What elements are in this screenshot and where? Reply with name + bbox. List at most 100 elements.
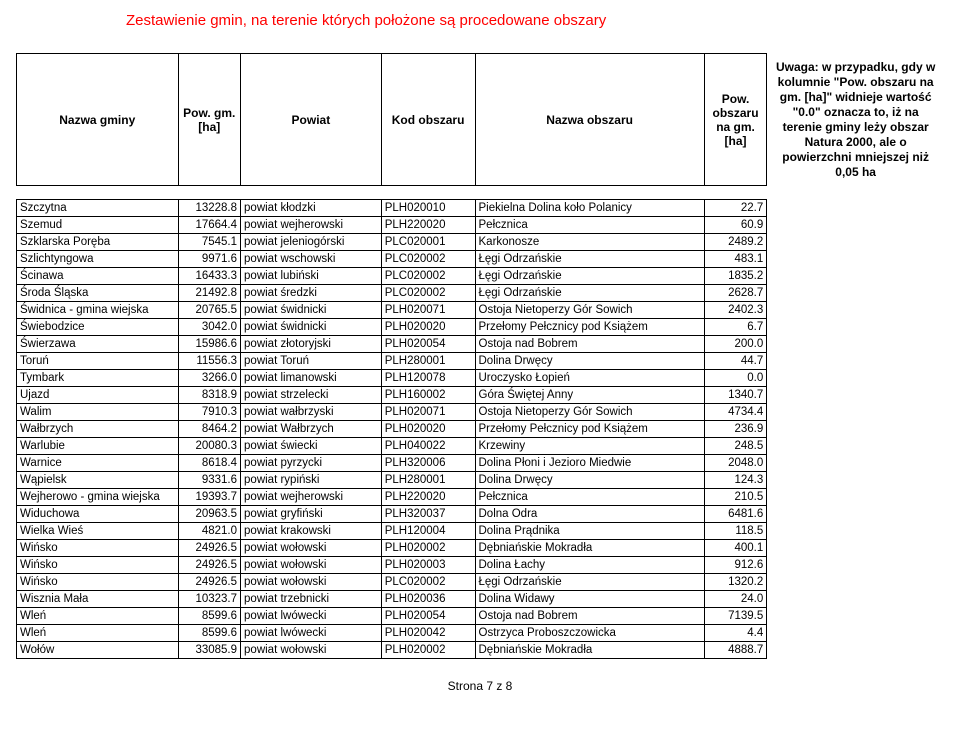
cell-kod: PLH120078 (381, 370, 475, 387)
cell-powiat: powiat wschowski (241, 251, 382, 268)
cell-pow-gm: 8599.6 (178, 625, 241, 642)
cell-powiat: powiat krakowski (241, 523, 382, 540)
cell-kod: PLH020036 (381, 591, 475, 608)
cell-pow-gm: 9331.6 (178, 472, 241, 489)
cell-pow-obs: 210.5 (704, 489, 767, 506)
cell-pow-obs: 2489.2 (704, 234, 767, 251)
cell-pow-obs: 2048.0 (704, 455, 767, 472)
cell-pow-obs: 44.7 (704, 353, 767, 370)
cell-nazwa-obszaru: Góra Świętej Anny (475, 387, 704, 404)
cell-kod: PLH020020 (381, 319, 475, 336)
cell-pow-gm: 19393.7 (178, 489, 241, 506)
cell-powiat: powiat gryfiński (241, 506, 382, 523)
cell-nazwa-gminy: Warnice (17, 455, 179, 472)
cell-pow-gm: 11556.3 (178, 353, 241, 370)
page-title: Zestawienie gmin, na terenie których poł… (126, 12, 944, 29)
cell-pow-obs: 1340.7 (704, 387, 767, 404)
cell-nazwa-gminy: Toruń (17, 353, 179, 370)
cell-pow-gm: 24926.5 (178, 557, 241, 574)
cell-nazwa-gminy: Wielka Wieś (17, 523, 179, 540)
cell-nazwa-obszaru: Dolina Widawy (475, 591, 704, 608)
cell-kod: PLH220020 (381, 217, 475, 234)
cell-pow-gm: 13228.8 (178, 200, 241, 217)
cell-kod: PLH020020 (381, 421, 475, 438)
table-row: Widuchowa20963.5powiat gryfińskiPLH32003… (17, 506, 945, 523)
cell-nazwa-obszaru: Uroczysko Łopień (475, 370, 704, 387)
cell-kod: PLH020010 (381, 200, 475, 217)
header-note: Uwaga: w przypadku, gdy w kolumnie "Pow.… (767, 54, 944, 186)
hdr-powiat: Powiat (241, 54, 382, 186)
table-row: Wołów33085.9powiat wołowskiPLH020002Dębn… (17, 642, 945, 659)
table-row: Wińsko24926.5powiat wołowskiPLH020002Dęb… (17, 540, 945, 557)
cell-nazwa-obszaru: Dolina Drwęcy (475, 353, 704, 370)
table-row: Świdnica - gmina wiejska20765.5powiat św… (17, 302, 945, 319)
cell-nazwa-gminy: Wińsko (17, 574, 179, 591)
cell-kod: PLH040022 (381, 438, 475, 455)
cell-pow-gm: 7910.3 (178, 404, 241, 421)
cell-pow-gm: 15986.6 (178, 336, 241, 353)
cell-pow-obs: 0.0 (704, 370, 767, 387)
cell-nazwa-obszaru: Przełomy Pełcznicy pod Książem (475, 319, 704, 336)
cell-nazwa-gminy: Szemud (17, 217, 179, 234)
cell-nazwa-gminy: Wejherowo - gmina wiejska (17, 489, 179, 506)
table-row: Wielka Wieś4821.0powiat krakowskiPLH1200… (17, 523, 945, 540)
cell-pow-gm: 10323.7 (178, 591, 241, 608)
cell-pow-gm: 20765.5 (178, 302, 241, 319)
cell-powiat: powiat lwówecki (241, 625, 382, 642)
hdr-nazwa-gminy: Nazwa gminy (17, 54, 179, 186)
cell-pow-obs: 912.6 (704, 557, 767, 574)
cell-nazwa-obszaru: Łęgi Odrzańskie (475, 285, 704, 302)
hdr-nazwa-obszaru: Nazwa obszaru (475, 54, 704, 186)
cell-kod: PLH320037 (381, 506, 475, 523)
cell-powiat: powiat jeleniogórski (241, 234, 382, 251)
cell-powiat: powiat świdnicki (241, 319, 382, 336)
cell-nazwa-gminy: Ścinawa (17, 268, 179, 285)
cell-powiat: powiat trzebnicki (241, 591, 382, 608)
cell-nazwa-obszaru: Ostrzyca Proboszczowicka (475, 625, 704, 642)
cell-powiat: powiat świecki (241, 438, 382, 455)
cell-kod: PLH160002 (381, 387, 475, 404)
table-row: Toruń11556.3powiat ToruńPLH280001Dolina … (17, 353, 945, 370)
cell-nazwa-obszaru: Dolina Drwęcy (475, 472, 704, 489)
cell-pow-gm: 17664.4 (178, 217, 241, 234)
table-row: Wałbrzych8464.2powiat WałbrzychPLH020020… (17, 421, 945, 438)
table-row: Warlubie20080.3powiat świeckiPLH040022Kr… (17, 438, 945, 455)
cell-pow-obs: 236.9 (704, 421, 767, 438)
cell-powiat: powiat limanowski (241, 370, 382, 387)
cell-pow-gm: 20080.3 (178, 438, 241, 455)
cell-nazwa-obszaru: Pełcznica (475, 217, 704, 234)
cell-nazwa-gminy: Warlubie (17, 438, 179, 455)
cell-powiat: powiat średzki (241, 285, 382, 302)
cell-powiat: powiat strzelecki (241, 387, 382, 404)
cell-nazwa-gminy: Ujazd (17, 387, 179, 404)
table-row: Świebodzice3042.0powiat świdnickiPLH0200… (17, 319, 945, 336)
table-row: Walim7910.3powiat wałbrzyskiPLH020071Ost… (17, 404, 945, 421)
cell-pow-obs: 483.1 (704, 251, 767, 268)
cell-pow-gm: 7545.1 (178, 234, 241, 251)
table-row: Wleń8599.6powiat lwóweckiPLH020042Ostrzy… (17, 625, 945, 642)
cell-kod: PLH020042 (381, 625, 475, 642)
cell-powiat: powiat pyrzycki (241, 455, 382, 472)
cell-pow-gm: 20963.5 (178, 506, 241, 523)
data-table: Nazwa gminy Pow. gm. [ha] Powiat Kod obs… (16, 53, 944, 659)
cell-nazwa-gminy: Tymbark (17, 370, 179, 387)
cell-nazwa-obszaru: Dolina Płoni i Jezioro Miedwie (475, 455, 704, 472)
cell-powiat: powiat wołowski (241, 574, 382, 591)
cell-pow-obs: 2402.3 (704, 302, 767, 319)
cell-kod: PLH120004 (381, 523, 475, 540)
cell-pow-gm: 8464.2 (178, 421, 241, 438)
cell-nazwa-obszaru: Dolna Odra (475, 506, 704, 523)
cell-kod: PLC020002 (381, 285, 475, 302)
cell-nazwa-gminy: Wisznia Mała (17, 591, 179, 608)
table-row: Szczytna13228.8powiat kłodzkiPLH020010Pi… (17, 200, 945, 217)
cell-pow-obs: 200.0 (704, 336, 767, 353)
cell-nazwa-gminy: Wińsko (17, 540, 179, 557)
hdr-kod: Kod obszaru (381, 54, 475, 186)
cell-pow-obs: 1320.2 (704, 574, 767, 591)
cell-nazwa-gminy: Szczytna (17, 200, 179, 217)
cell-pow-gm: 8318.9 (178, 387, 241, 404)
cell-kod: PLH020071 (381, 404, 475, 421)
table-row: Szklarska Poręba7545.1powiat jeleniogórs… (17, 234, 945, 251)
cell-pow-gm: 9971.6 (178, 251, 241, 268)
cell-kod: PLH020054 (381, 336, 475, 353)
